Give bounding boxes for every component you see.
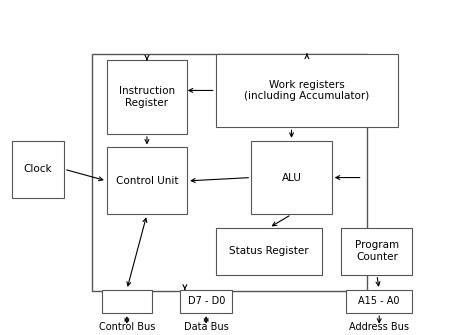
Text: Control Unit: Control Unit bbox=[116, 176, 178, 186]
Bar bbox=[92, 54, 367, 291]
Bar bbox=[251, 141, 332, 214]
Text: Instruction
Register: Instruction Register bbox=[119, 86, 175, 108]
Text: A15 - A0: A15 - A0 bbox=[358, 296, 400, 307]
Bar bbox=[216, 228, 322, 275]
Text: Clock: Clock bbox=[24, 164, 52, 174]
Text: Control Bus: Control Bus bbox=[99, 322, 155, 332]
Text: Work registers
(including Accumulator): Work registers (including Accumulator) bbox=[244, 80, 370, 101]
Bar bbox=[180, 290, 232, 313]
Bar bbox=[346, 290, 412, 313]
Bar bbox=[102, 290, 152, 313]
Text: Data Bus: Data Bus bbox=[184, 322, 228, 332]
Bar bbox=[107, 60, 187, 134]
Text: D7 - D0: D7 - D0 bbox=[188, 296, 225, 307]
Text: Address Bus: Address Bus bbox=[349, 322, 409, 332]
Bar bbox=[12, 141, 64, 198]
Text: ALU: ALU bbox=[282, 173, 301, 183]
Bar bbox=[107, 147, 187, 214]
Bar bbox=[216, 54, 398, 127]
Text: Program
Counter: Program Counter bbox=[355, 241, 399, 262]
Text: Status Register: Status Register bbox=[229, 246, 309, 256]
Bar bbox=[341, 228, 412, 275]
